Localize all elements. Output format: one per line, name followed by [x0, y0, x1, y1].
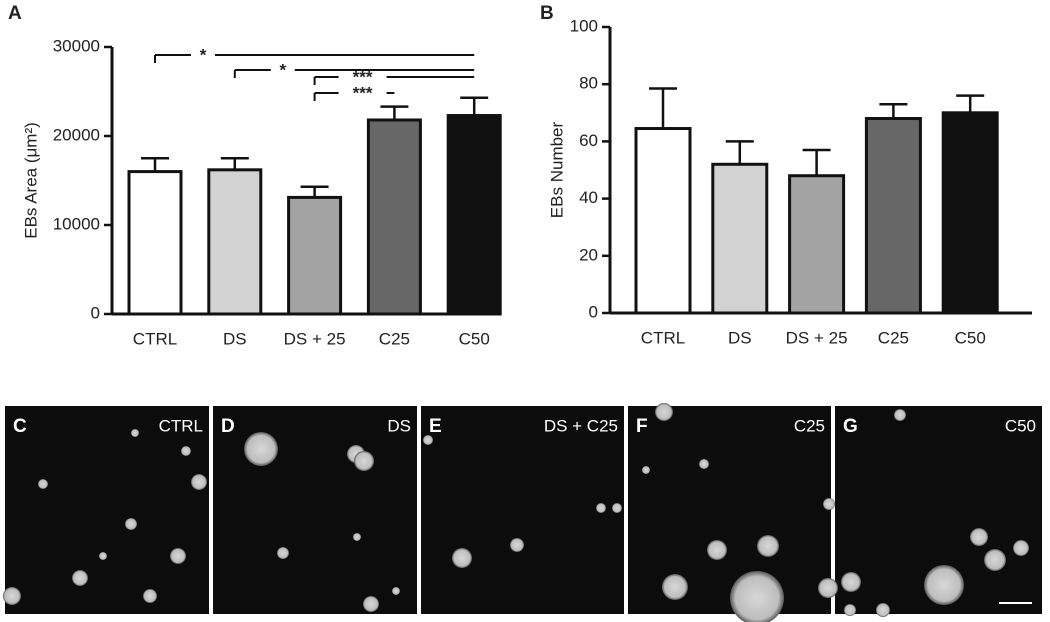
image-panel-label: CTRL [159, 416, 203, 435]
x-tick-label: DS + 25 [284, 329, 346, 348]
significance-label: * [279, 60, 286, 79]
image-panel-label: DS [387, 416, 411, 435]
y-tick-label: 40 [579, 188, 598, 207]
image-panel-letter: D [221, 416, 235, 437]
bar [864, 117, 922, 315]
y-tick-label: 80 [579, 74, 598, 93]
x-tick-label: CTRL [133, 329, 177, 348]
micrograph [213, 406, 417, 614]
x-tick-label: C50 [955, 328, 986, 347]
image-row [3, 403, 1042, 622]
significance-label: * [200, 45, 207, 64]
bar [788, 174, 846, 315]
image-panel-letter: E [429, 416, 442, 437]
x-tick-label: C25 [379, 329, 410, 348]
micrograph [421, 406, 624, 614]
y-tick-label: 0 [91, 303, 100, 322]
bar [634, 127, 692, 315]
y-axis-label: EBs Number [547, 121, 566, 218]
x-tick-label: DS [223, 329, 247, 348]
bar [287, 195, 343, 316]
y-tick-label: 20000 [53, 125, 100, 144]
x-tick-label: CTRL [641, 328, 685, 347]
embryoid-bodies [3, 403, 1029, 622]
bar [127, 170, 183, 316]
bar [446, 114, 502, 316]
significance-label: *** [353, 67, 373, 86]
panel-letter: A [8, 3, 22, 24]
image-panel-letter: F [636, 416, 648, 437]
image-panel-letter: G [843, 416, 858, 437]
significance-label: *** [353, 83, 373, 102]
y-axis-label: EBs Area (μm²) [21, 122, 40, 239]
y-tick-label: 100 [570, 16, 598, 35]
panel-letter: B [540, 3, 554, 24]
image-panel-letter: C [13, 416, 27, 437]
image-panel-label: C25 [794, 416, 825, 435]
y-tick-label: 10000 [53, 214, 100, 233]
micrograph [5, 406, 209, 614]
image-panel-label: C50 [1005, 416, 1036, 435]
bar [711, 162, 769, 315]
y-tick-label: 30000 [53, 36, 100, 55]
x-tick-label: C25 [878, 328, 909, 347]
x-tick-label: DS [728, 328, 752, 347]
micrograph [628, 406, 831, 614]
y-tick-label: 60 [579, 131, 598, 150]
bar [366, 118, 422, 316]
bar [941, 111, 999, 315]
x-tick-label: DS + 25 [786, 328, 848, 347]
y-tick-label: 0 [589, 302, 598, 321]
x-tick-label: C50 [459, 329, 490, 348]
bar [207, 168, 263, 316]
y-tick-label: 20 [579, 245, 598, 264]
image-panel-label: DS + C25 [544, 416, 618, 435]
